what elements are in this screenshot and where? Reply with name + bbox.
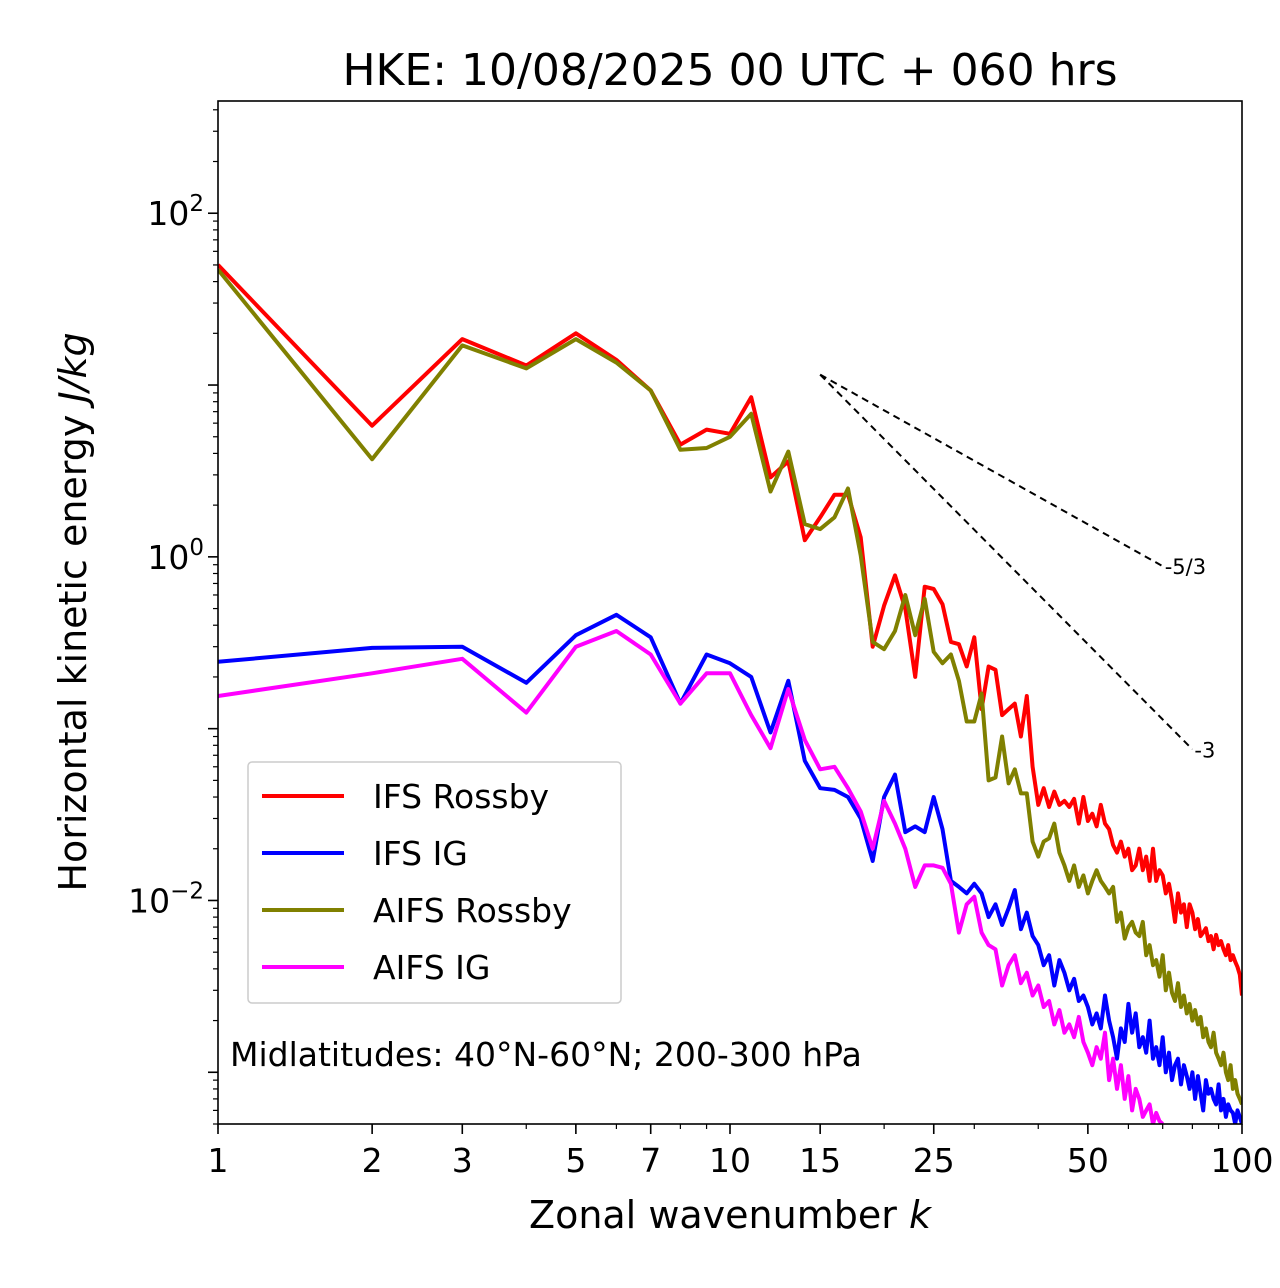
x-tick-label: 10 — [709, 1141, 751, 1180]
legend-box — [247, 761, 622, 1004]
reference-lines: -5/3 -3 — [819, 373, 1215, 762]
x-axis-label: Zonal wavenumber k — [529, 1193, 933, 1237]
chart-title: HKE: 10/08/2025 00 UTC + 060 hrs — [342, 45, 1117, 96]
legend-label-2: AIFS Rossby — [373, 891, 572, 930]
legend: IFS Rossby IFS IG AIFS Rossby AIFS IG — [247, 761, 622, 1004]
reference-line-1 — [819, 373, 1194, 751]
reference-line-label-0: -5/3 — [1165, 555, 1206, 579]
series-layer — [218, 263, 1242, 1124]
y-tick-label: 102 — [147, 191, 204, 233]
x-tick-label: 1 — [208, 1141, 229, 1180]
x-tick-label: 100 — [1211, 1141, 1274, 1180]
y-tick-label: 10−2 — [128, 878, 204, 920]
region-annotation: Midlatitudes: 40°N-60°N; 200-300 hPa — [230, 1035, 862, 1074]
y-axis-label-text: Horizontal kinetic energy — [51, 403, 95, 892]
legend-label-0: IFS Rossby — [373, 777, 549, 816]
x-axis-label-text: Zonal wavenumber — [529, 1193, 909, 1237]
x-tick-label: 7 — [640, 1141, 661, 1180]
x-tick-label: 15 — [799, 1141, 841, 1180]
reference-line-0 — [819, 373, 1164, 568]
x-tick-label: 5 — [565, 1141, 586, 1180]
x-tick-label: 3 — [452, 1141, 473, 1180]
y-axis-label: Horizontal kinetic energy J/kg — [51, 332, 95, 891]
axis-ticks: 1 2 3 5 7 10 15 25 50 100 102 100 10−2 — [128, 109, 1274, 1180]
x-axis-label-variable: k — [909, 1193, 933, 1237]
legend-label-3: AIFS IG — [373, 948, 490, 987]
y-tick-label: 100 — [147, 535, 204, 577]
x-tick-label: 25 — [913, 1141, 955, 1180]
series-line-1 — [218, 612, 1242, 1124]
y-axis-label-units: J/kg — [51, 332, 95, 409]
series-line-3 — [218, 629, 1165, 1124]
legend-label-1: IFS IG — [373, 834, 468, 873]
x-tick-label: 2 — [362, 1141, 383, 1180]
x-tick-label: 50 — [1067, 1141, 1109, 1180]
series-line-2 — [218, 268, 1242, 1106]
reference-line-label-1: -3 — [1194, 738, 1215, 762]
